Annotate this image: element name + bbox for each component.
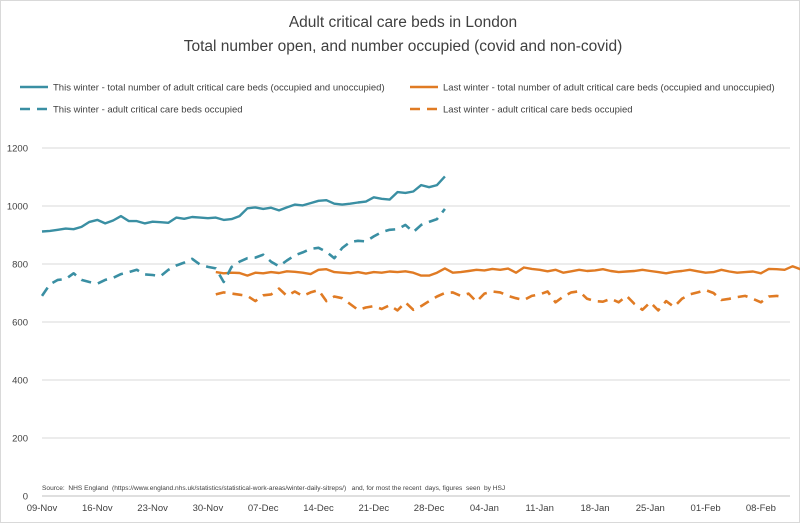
source-note: Source: NHS England (https://www.england…: [42, 485, 505, 492]
x-tick-label: 16-Nov: [82, 503, 113, 514]
series-line: [41, 175, 446, 233]
x-tick-label: 01-Feb: [691, 503, 721, 514]
legend-label: This winter - total number of adult crit…: [53, 83, 385, 94]
x-tick-label: 30-Nov: [193, 503, 224, 514]
legend-label: Last winter - total number of adult crit…: [443, 83, 775, 94]
y-tick-label: 600: [12, 318, 28, 329]
x-tick-label: 08-Feb: [746, 503, 776, 514]
y-tick-label: 1200: [7, 144, 28, 155]
series-line: [215, 287, 785, 312]
y-tick-label: 800: [12, 260, 28, 271]
series-line: [215, 265, 800, 277]
y-tick-label: 400: [12, 376, 28, 387]
x-tick-label: 23-Nov: [137, 503, 168, 514]
x-tick-label: 11-Jan: [526, 503, 554, 514]
legend: This winter - total number of adult crit…: [20, 83, 775, 116]
legend-label: This winter - adult critical care beds o…: [53, 105, 243, 116]
x-tick-label: 25-Jan: [636, 503, 665, 514]
y-tick-label: 0: [23, 492, 28, 503]
y-tick-label: 200: [12, 434, 28, 445]
x-tick-label: 28-Dec: [414, 503, 445, 514]
series-line: [40, 208, 446, 297]
x-axis-ticks: 09-Nov 16-Nov 23-Nov 30-Nov 07-Dec 14-Dec 21-D…: [27, 503, 776, 514]
x-tick-label: 14-Dec: [303, 503, 334, 514]
y-axis-ticks: 0 200 400 600 800 1000 1200: [7, 144, 28, 503]
legend-label: Last winter - adult critical care beds o…: [443, 105, 633, 116]
y-tick-label: 1000: [7, 202, 28, 213]
x-tick-label: 21-Dec: [358, 503, 389, 514]
chart-subtitle: Total number open, and number occupied (…: [184, 38, 623, 55]
x-tick-label: 09-Nov: [27, 503, 58, 514]
x-tick-label: 07-Dec: [248, 503, 279, 514]
x-tick-label: 04-Jan: [470, 503, 499, 514]
chart-title: Adult critical care beds in London: [289, 14, 517, 31]
x-tick-label: 18-Jan: [580, 503, 609, 514]
series-layer: [40, 175, 800, 312]
gridlines: [42, 147, 790, 497]
